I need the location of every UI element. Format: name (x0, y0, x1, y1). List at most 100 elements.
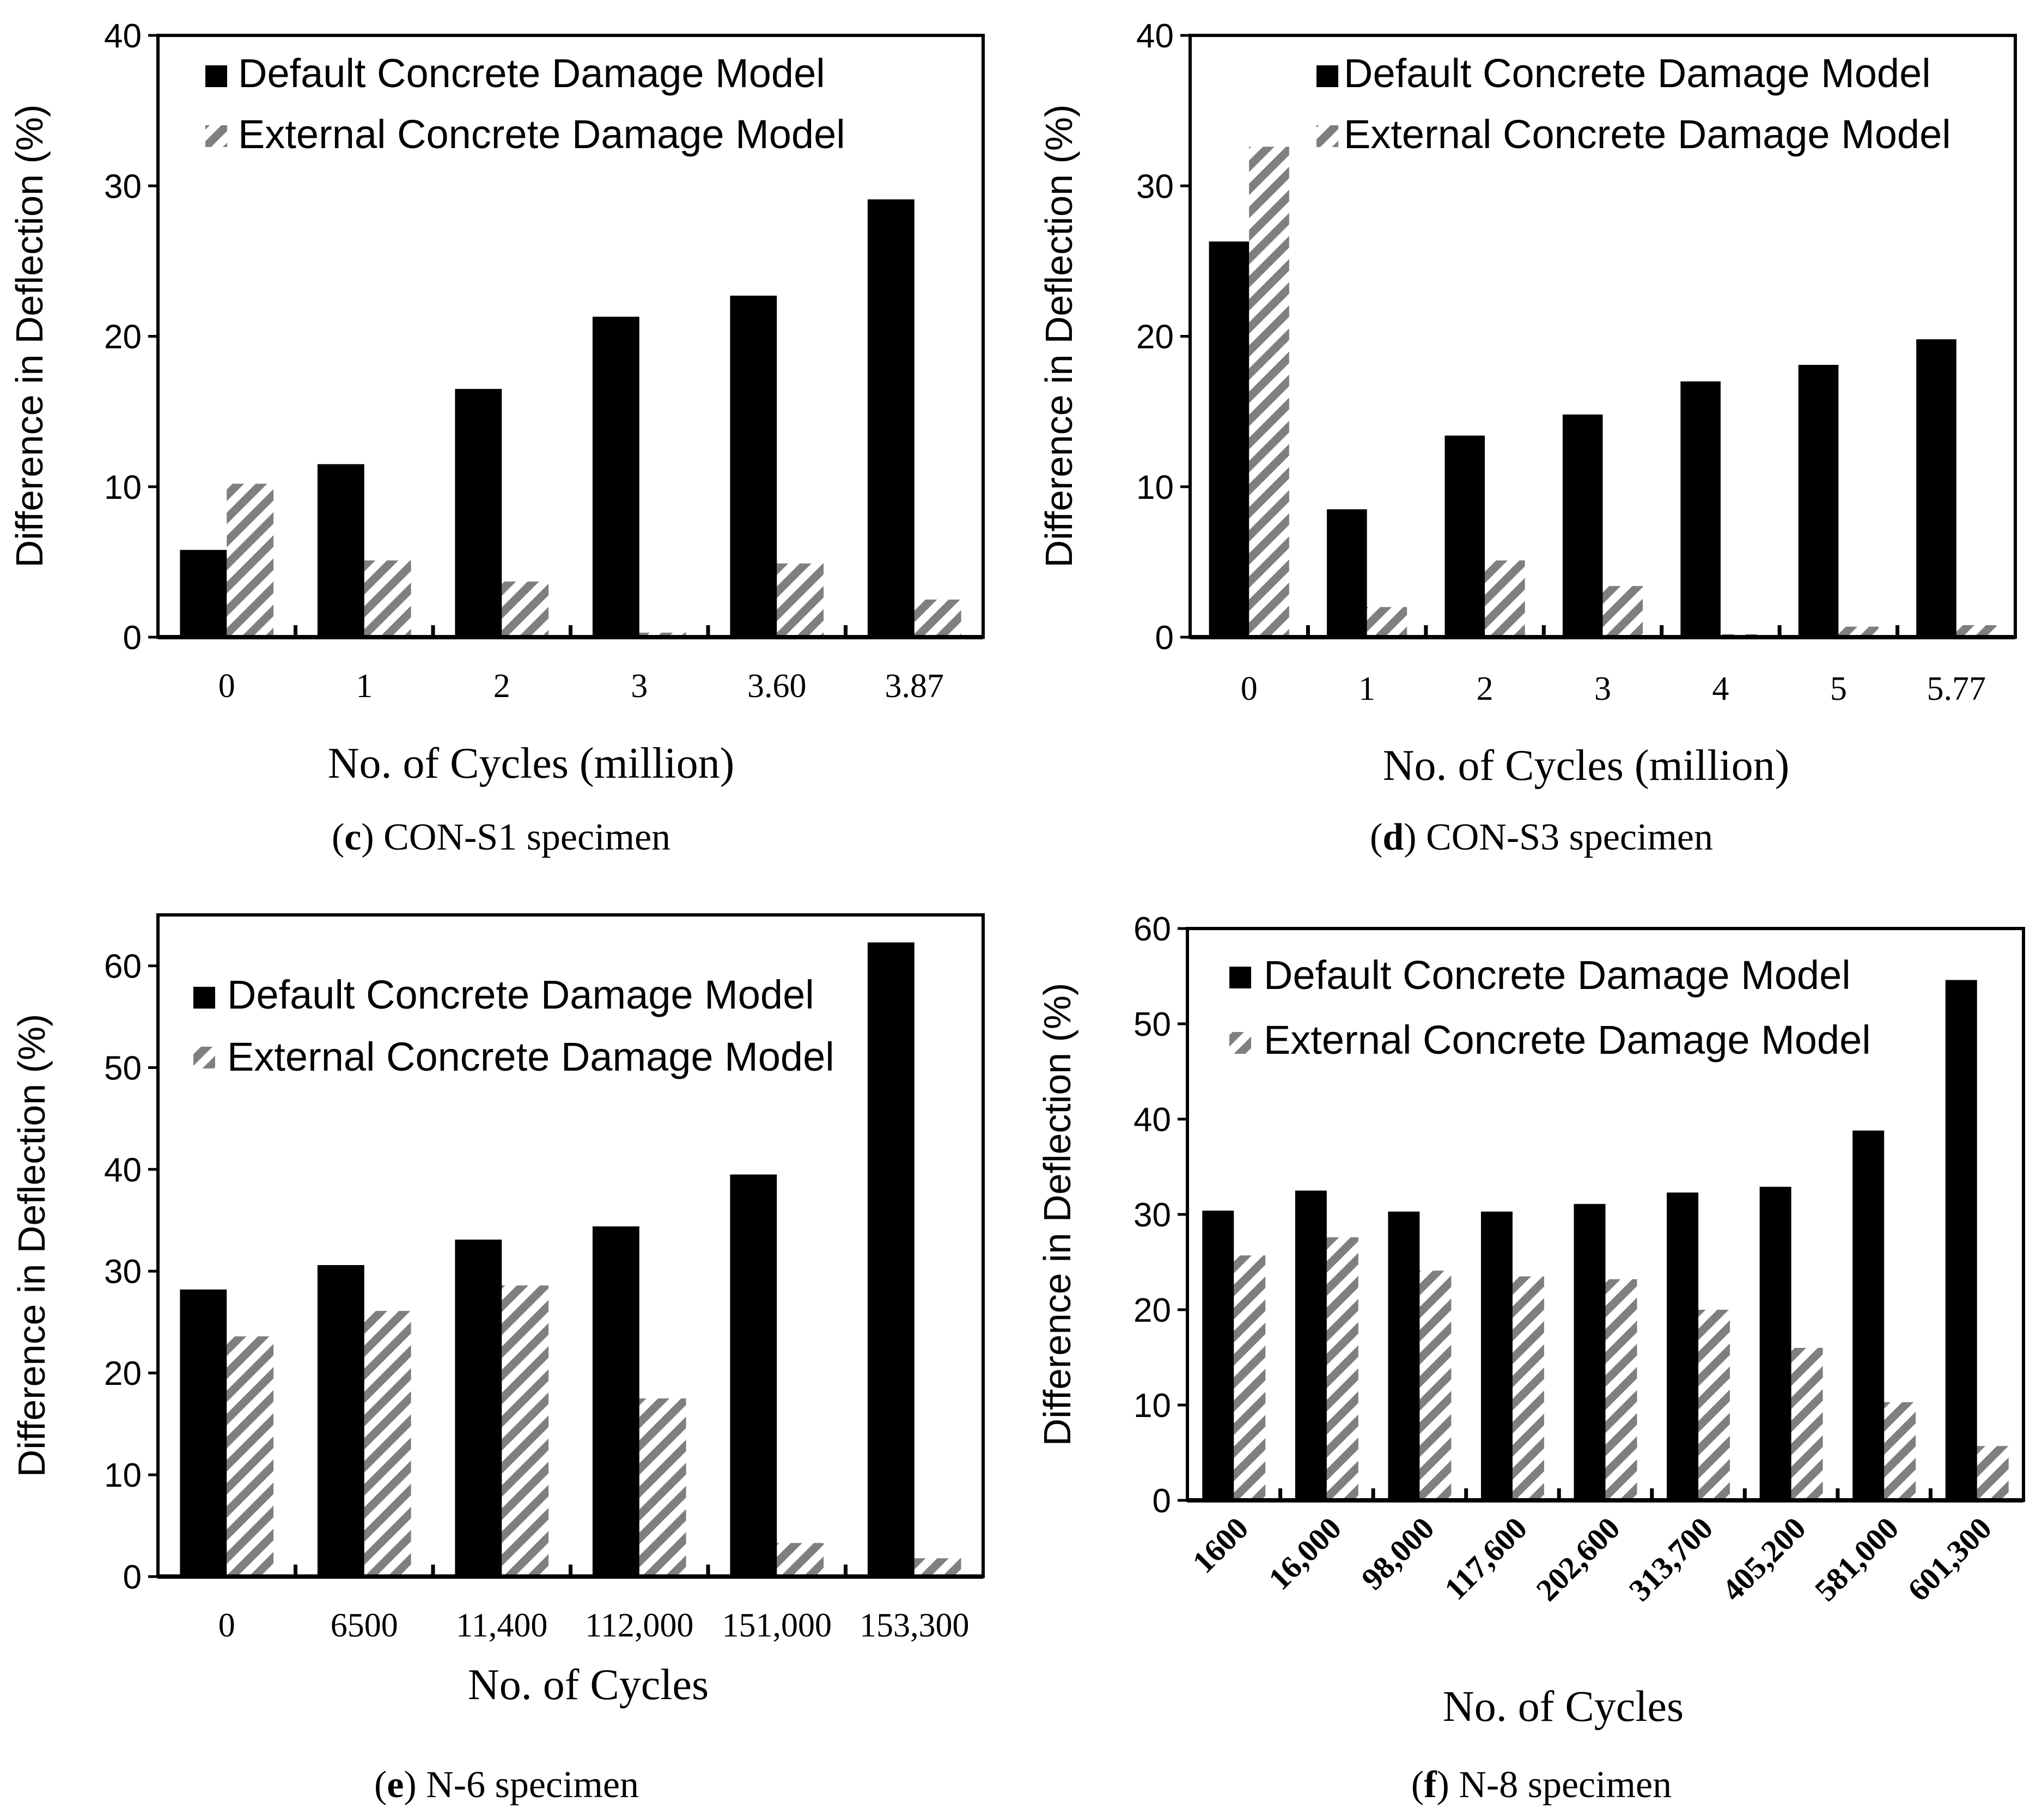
legend: Default Concrete Damage Model External C… (1316, 51, 1951, 157)
bar-external (914, 1558, 961, 1577)
bar-default (317, 1265, 364, 1577)
legend-label-external: External Concrete Damage Model (238, 112, 845, 157)
caption-letter: f (1424, 1764, 1437, 1806)
bar-default (592, 1226, 639, 1577)
bar-default (1759, 1187, 1791, 1500)
y-tick-label: 30 (104, 168, 142, 205)
bar-external (639, 632, 686, 637)
y-axis-label: Difference in Deflection (%) (10, 1014, 53, 1477)
y-tick-label: 30 (1136, 168, 1174, 205)
bar-default (455, 1239, 502, 1577)
bar-external (914, 599, 961, 637)
bar-default (1209, 241, 1249, 637)
legend-swatch-external (1229, 1032, 1251, 1054)
y-tick-label: 50 (1133, 1006, 1171, 1043)
bar-default (180, 549, 227, 637)
x-tick-label: 6500 (331, 1607, 398, 1644)
legend-swatch-default (193, 987, 215, 1009)
x-tick-label: 601,300 (1901, 1510, 1998, 1608)
x-tick-label: 405,200 (1715, 1510, 1813, 1608)
bars-layer (158, 942, 983, 1579)
y-tick-label: 20 (1133, 1292, 1171, 1329)
y-axis-label: Difference in Deflection (%) (8, 105, 51, 568)
bar-default (1945, 980, 1977, 1500)
bar-default (180, 1289, 227, 1577)
bar-external (777, 563, 824, 637)
x-tick-label: 11,400 (456, 1607, 547, 1644)
panel-caption: (d) CON-S3 specimen (1370, 816, 1713, 858)
x-tick-label: 4 (1712, 670, 1729, 707)
y-tick-label: 40 (1133, 1101, 1171, 1139)
caption-letter: d (1382, 816, 1404, 858)
x-ticks: 0 1 2 3 4 5 5.77 (1241, 625, 1986, 707)
bars-layer (1190, 146, 2015, 639)
bar-external (1956, 625, 1997, 637)
bar-default (867, 199, 915, 637)
x-tick-label: 0 (218, 1607, 235, 1644)
bar-external (227, 1336, 274, 1577)
panel-caption: (c) CON-S1 specimen (332, 816, 670, 858)
y-tick-label: 40 (1136, 17, 1174, 55)
x-tick-label: 1 (1358, 670, 1375, 707)
x-tick-label: 117,600 (1437, 1510, 1534, 1607)
bar-default (1444, 435, 1485, 637)
bar-external (777, 1543, 824, 1577)
x-tick-label: 0 (1241, 670, 1258, 707)
y-ticks: 0 10 20 30 40 (1136, 17, 1190, 657)
bar-default (1667, 1192, 1699, 1500)
bar-default (1574, 1204, 1606, 1500)
x-tick-label: 581,000 (1808, 1510, 1905, 1608)
bar-default (317, 464, 364, 637)
y-ticks: 0 10 20 30 40 (104, 17, 158, 657)
x-tick-label: 2 (1477, 670, 1494, 707)
bar-external (1234, 1255, 1266, 1500)
bar-default (1562, 414, 1603, 637)
y-tick-label: 40 (104, 1151, 142, 1189)
legend-swatch-external (193, 1047, 215, 1068)
x-tick-label: 0 (218, 668, 235, 705)
x-tick-label: 3 (1594, 670, 1611, 707)
panel-caption: (f) N-8 specimen (1411, 1764, 1672, 1806)
bar-default (1388, 1211, 1420, 1500)
bar-default (730, 295, 777, 637)
bar-default (1295, 1190, 1327, 1500)
caption-text: N-8 specimen (1449, 1764, 1672, 1806)
chart-panel-c: 0 10 20 30 40 0 1 2 3 3.60 3.87 Default Concrete … (8, 17, 985, 858)
legend-swatch-external (205, 125, 227, 147)
bar-default (1798, 364, 1839, 637)
y-tick-label: 10 (104, 469, 142, 506)
legend-label-default: Default Concrete Damage Model (238, 51, 825, 96)
bar-external (639, 1398, 686, 1577)
legend-swatch-default (205, 65, 227, 87)
bar-external (364, 560, 411, 637)
chart-panel-e: 0 10 20 30 40 50 60 0 6500 11,400 112,000 151,000 1… (10, 913, 985, 1806)
bar-external (1602, 586, 1643, 637)
bar-external (1977, 1446, 2009, 1500)
bar-external (1367, 607, 1407, 637)
bar-default (1202, 1211, 1234, 1500)
bars-layer (158, 199, 983, 639)
bar-external (364, 1311, 411, 1577)
y-tick-label: 0 (123, 619, 142, 657)
x-tick-label: 3.60 (747, 668, 807, 705)
chart-panel-f: 0 10 20 30 40 50 60 1600 16,000 98,000117,600202… (1036, 911, 2025, 1806)
x-tick-label: 3.87 (885, 668, 944, 705)
y-tick-label: 10 (1133, 1387, 1171, 1425)
legend: Default Concrete Damage Model External C… (193, 972, 834, 1079)
bar-default (1480, 1211, 1513, 1500)
bar-default (455, 389, 502, 637)
x-ticks: 0 6500 11,400 112,000 151,000 153,300 (218, 1565, 970, 1644)
bar-default (1916, 339, 1956, 637)
y-tick-label: 0 (1155, 619, 1174, 657)
y-tick-label: 20 (104, 319, 142, 356)
caption-letter: e (387, 1764, 404, 1806)
bar-default (1680, 381, 1721, 637)
y-axis-label: Difference in Deflection (%) (1038, 105, 1080, 568)
y-tick-label: 20 (104, 1355, 142, 1393)
legend: Default Concrete Damage Model External C… (1229, 952, 1871, 1062)
panel-caption: (e) N-6 specimen (374, 1764, 639, 1806)
x-ticks: 0 1 2 3 3.60 3.87 (218, 625, 944, 705)
x-tick-label: 98,000 (1355, 1510, 1441, 1597)
bar-default (1852, 1131, 1885, 1500)
